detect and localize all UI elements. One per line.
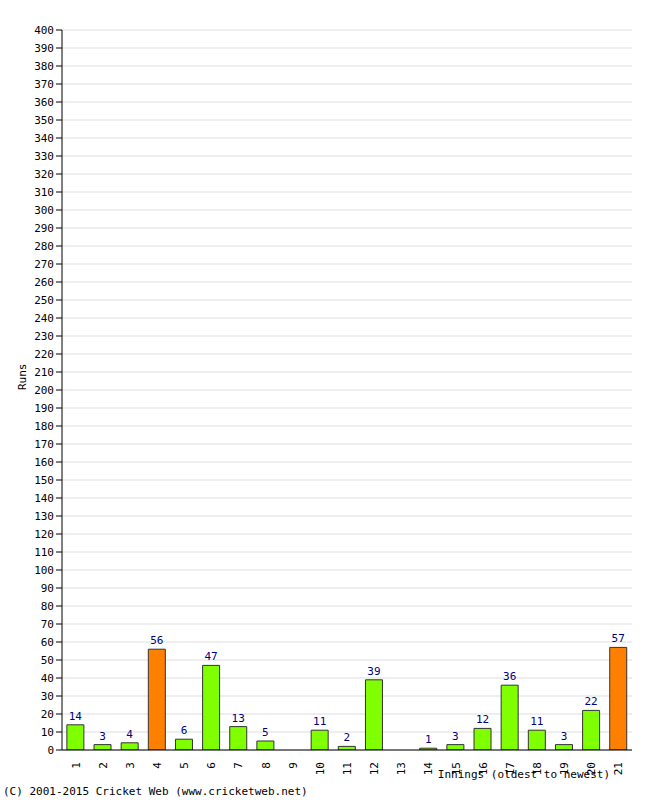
svg-text:230: 230 [34, 330, 54, 343]
svg-text:10: 10 [314, 762, 327, 775]
svg-text:210: 210 [34, 366, 54, 379]
svg-text:36: 36 [503, 670, 516, 683]
svg-text:56: 56 [150, 634, 163, 647]
svg-text:220: 220 [34, 348, 54, 361]
svg-text:320: 320 [34, 168, 54, 181]
svg-text:400: 400 [34, 24, 54, 37]
svg-text:3: 3 [561, 730, 568, 743]
svg-text:250: 250 [34, 294, 54, 307]
svg-text:200: 200 [34, 384, 54, 397]
svg-text:39: 39 [367, 665, 380, 678]
svg-text:6: 6 [181, 724, 188, 737]
svg-text:13: 13 [395, 762, 408, 775]
svg-text:5: 5 [178, 762, 191, 769]
svg-text:14: 14 [422, 762, 435, 776]
svg-text:3: 3 [99, 730, 106, 743]
svg-text:70: 70 [41, 618, 54, 631]
svg-text:120: 120 [34, 528, 54, 541]
svg-text:240: 240 [34, 312, 54, 325]
svg-text:190: 190 [34, 402, 54, 415]
svg-text:60: 60 [41, 636, 54, 649]
svg-text:4: 4 [126, 728, 133, 741]
html-text:(C) 2001-2015 Cricket Web (www: (C) 2001-2015 Cricket Web (www.cricketwe… [3, 785, 308, 798]
svg-text:5: 5 [262, 726, 269, 739]
svg-text:100: 100 [34, 564, 54, 577]
svg-text:360: 360 [34, 96, 54, 109]
svg-text:11: 11 [341, 762, 354, 775]
svg-text:22: 22 [584, 695, 597, 708]
svg-text:1: 1 [425, 733, 432, 746]
svg-text:10: 10 [41, 726, 54, 739]
svg-text:6: 6 [205, 762, 218, 769]
svg-text:7: 7 [232, 762, 245, 769]
svg-text:300: 300 [34, 204, 54, 217]
svg-text:390: 390 [34, 42, 54, 55]
svg-text:8: 8 [260, 762, 273, 769]
svg-text:310: 310 [34, 186, 54, 199]
svg-text:Runs: Runs [16, 364, 29, 391]
svg-text:150: 150 [34, 474, 54, 487]
svg-text:130: 130 [34, 510, 54, 523]
svg-text:2: 2 [97, 762, 110, 769]
svg-text:12: 12 [476, 713, 489, 726]
svg-text:260: 260 [34, 276, 54, 289]
svg-text:Innings (oldest to newest): Innings (oldest to newest) [438, 768, 610, 781]
svg-text:280: 280 [34, 240, 54, 253]
svg-text:21: 21 [612, 762, 625, 775]
svg-text:290: 290 [34, 222, 54, 235]
svg-text:40: 40 [41, 672, 54, 685]
svg-text:50: 50 [41, 654, 54, 667]
svg-text:180: 180 [34, 420, 54, 433]
svg-text:57: 57 [612, 632, 625, 645]
svg-text:350: 350 [34, 114, 54, 127]
svg-text:80: 80 [41, 600, 54, 613]
svg-text:2: 2 [344, 731, 351, 744]
svg-text:3: 3 [452, 730, 459, 743]
svg-text:380: 380 [34, 60, 54, 73]
svg-text:0: 0 [47, 744, 54, 757]
svg-text:20: 20 [41, 708, 54, 721]
svg-text:12: 12 [368, 762, 381, 775]
svg-text:1: 1 [70, 762, 83, 769]
svg-text:270: 270 [34, 258, 54, 271]
svg-text:370: 370 [34, 78, 54, 91]
svg-text:110: 110 [34, 546, 54, 559]
svg-text:90: 90 [41, 582, 54, 595]
svg-text:30: 30 [41, 690, 54, 703]
svg-text:11: 11 [313, 715, 326, 728]
svg-text:160: 160 [34, 456, 54, 469]
svg-text:11: 11 [530, 715, 543, 728]
svg-text:47: 47 [204, 650, 217, 663]
svg-text:330: 330 [34, 150, 54, 163]
svg-text:4: 4 [151, 762, 164, 769]
svg-text:14: 14 [69, 710, 83, 723]
svg-text:340: 340 [34, 132, 54, 145]
svg-text:170: 170 [34, 438, 54, 451]
svg-text:9: 9 [287, 762, 300, 769]
svg-text:140: 140 [34, 492, 54, 505]
svg-text:13: 13 [232, 712, 245, 725]
svg-text:3: 3 [124, 762, 137, 769]
